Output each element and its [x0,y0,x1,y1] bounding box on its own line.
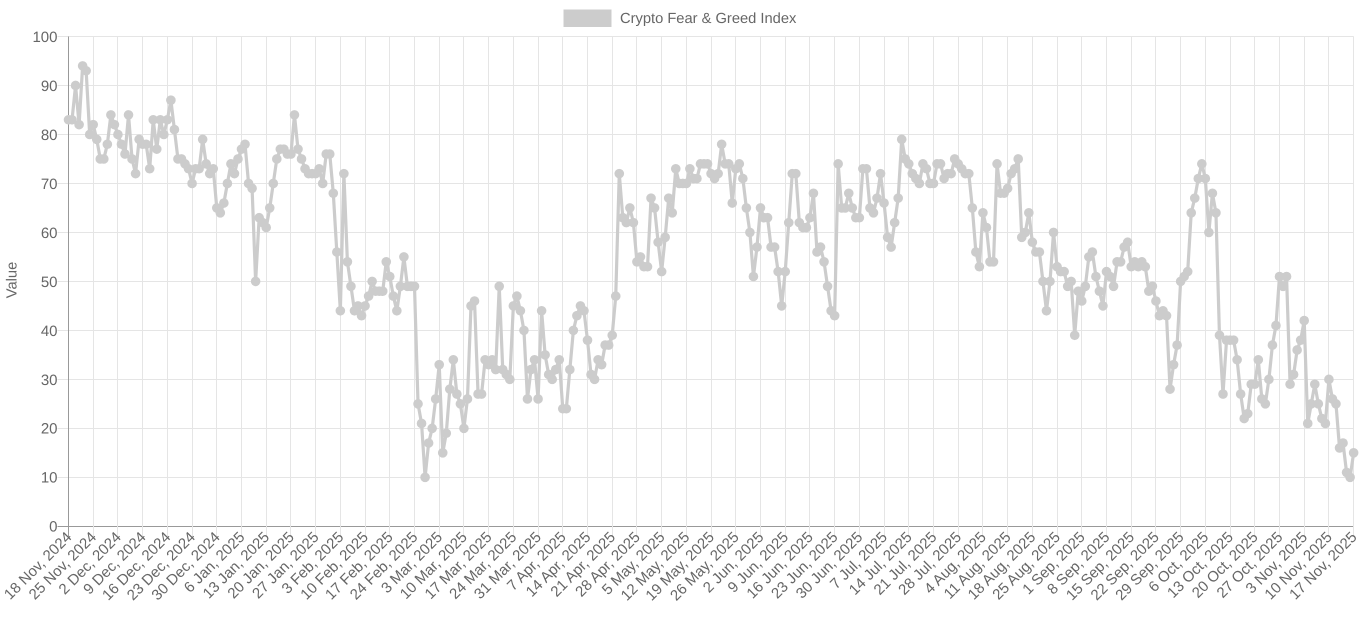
svg-text:30: 30 [41,372,58,389]
svg-text:20: 20 [41,421,58,438]
svg-text:10: 10 [41,470,58,487]
svg-text:50: 50 [41,274,58,291]
svg-text:Crypto Fear & Greed Index: Crypto Fear & Greed Index [620,11,797,27]
svg-text:100: 100 [32,29,57,46]
svg-text:80: 80 [41,127,58,144]
svg-text:70: 70 [41,176,58,193]
svg-text:40: 40 [41,323,58,340]
svg-text:90: 90 [41,78,58,95]
svg-text:0: 0 [49,519,57,536]
svg-text:60: 60 [41,225,58,242]
svg-text:Value: Value [5,262,21,298]
